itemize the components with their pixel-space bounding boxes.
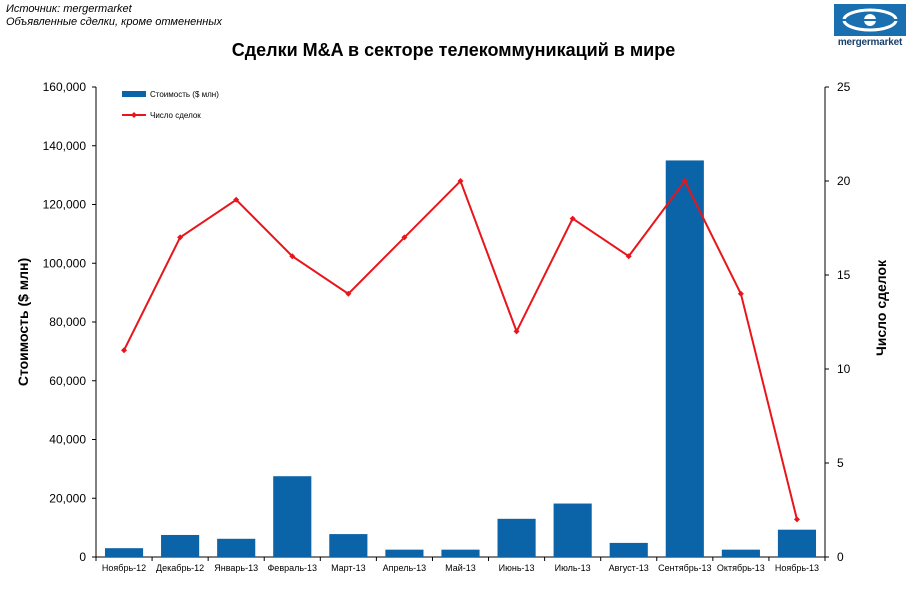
bar — [217, 538, 256, 557]
line-point — [737, 290, 744, 297]
legend-line-marker — [131, 112, 137, 118]
line-point — [401, 234, 408, 241]
line-point — [457, 178, 464, 184]
x-tick-label: Март-13 — [331, 563, 366, 573]
chart-title: Сделки M&A в секторе телекоммуникаций в … — [231, 40, 676, 60]
y-tick-label-left: 60,000 — [49, 374, 86, 388]
x-tick-label: Ноябрь-13 — [775, 563, 819, 573]
bar — [441, 549, 480, 557]
y-tick-label-left: 40,000 — [49, 433, 86, 447]
line-point — [625, 253, 632, 260]
bar — [553, 503, 592, 557]
legend-line-label: Число сделок — [150, 111, 201, 120]
y-tick-label-left: 0 — [79, 550, 86, 564]
mergermarket-logo: mergermarket — [834, 4, 906, 50]
line-point — [233, 196, 240, 203]
y-tick-label-left: 20,000 — [49, 491, 86, 505]
x-tick-label: Июль-13 — [555, 563, 591, 573]
y-tick-label-left: 80,000 — [49, 315, 86, 329]
y-tick-label-right: 0 — [837, 550, 844, 564]
line-point — [681, 178, 688, 184]
bar — [385, 549, 424, 557]
x-tick-label: Июнь-13 — [499, 563, 535, 573]
legend-bar-swatch — [122, 91, 146, 97]
x-tick-label: Февраль-13 — [267, 563, 317, 573]
y-tick-label-left: 120,000 — [43, 198, 87, 212]
x-tick-label: Сентябрь-13 — [658, 563, 711, 573]
x-tick-label: Декабрь-12 — [156, 563, 204, 573]
y-tick-label-right: 5 — [837, 456, 844, 470]
y-tick-label-right: 10 — [837, 362, 851, 376]
bar — [161, 534, 200, 557]
line-point — [569, 215, 576, 222]
source-note: Источник: mergermarket Объявленные сделк… — [6, 3, 222, 29]
line-point — [289, 253, 296, 260]
line-point — [345, 290, 352, 297]
bar — [777, 529, 817, 557]
bar — [665, 160, 704, 557]
y-tick-label-right: 25 — [837, 80, 851, 94]
bar — [609, 542, 648, 557]
logo-text: mergermarket — [837, 37, 903, 48]
bar — [329, 534, 368, 557]
line-point — [177, 234, 184, 241]
x-tick-label: Октябрь-13 — [717, 563, 765, 573]
y-axis-label-right: Число сделок — [873, 259, 889, 356]
y-tick-label-right: 20 — [837, 174, 851, 188]
y-tick-label-left: 100,000 — [43, 256, 87, 270]
bar — [721, 549, 760, 557]
line-point — [513, 328, 520, 335]
logo-eye-icon — [834, 4, 906, 36]
source-line-1: Источник: mergermarket — [6, 3, 132, 15]
x-tick-label: Ноябрь-12 — [102, 563, 146, 573]
y-tick-label-left: 160,000 — [43, 80, 87, 94]
x-tick-label: Май-13 — [445, 563, 476, 573]
y-tick-label-right: 15 — [837, 268, 851, 282]
source-line-2: Объявленные сделки, кроме отмененных — [6, 16, 222, 28]
x-tick-label: Январь-13 — [214, 563, 258, 573]
bar — [273, 476, 312, 557]
y-tick-label-left: 140,000 — [43, 139, 87, 153]
y-axis-label-left: Стоимость ($ млн) — [15, 258, 31, 386]
line-point — [121, 347, 128, 354]
line-point — [793, 516, 800, 523]
x-tick-label: Август-13 — [609, 563, 649, 573]
legend-bar-label: Стоимость ($ млн) — [150, 90, 219, 99]
bar — [104, 548, 144, 557]
bar — [497, 518, 536, 557]
x-tick-label: Апрель-13 — [383, 563, 427, 573]
